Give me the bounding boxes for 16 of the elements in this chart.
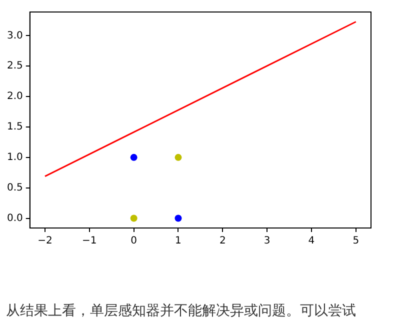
x-tick-label: 3 [264,236,270,247]
x-tick-label: 2 [219,236,226,247]
y-tick-label: 0.0 [6,212,23,224]
x-tick-label: 0 [130,236,138,247]
y-tick-label: 2.0 [6,91,23,102]
text: 从结果上看，单层感知器并不能解决异或问题。可以尝试 [6,302,356,320]
y-tick-label: 1.5 [6,122,23,133]
x-tick-label: 1 [175,236,182,247]
x-tick-label: 4 [308,236,315,247]
y-tick-label: 1.0 [6,152,23,164]
y-tick-label: 3.0 [6,30,23,42]
x-tick-label: −1 [82,236,97,247]
y-tick-label: 2.5 [6,60,23,72]
y-tick-label: 0.5 [6,182,23,194]
x-tick-label: −2 [38,236,52,247]
x-tick-label: 5 [352,236,360,247]
